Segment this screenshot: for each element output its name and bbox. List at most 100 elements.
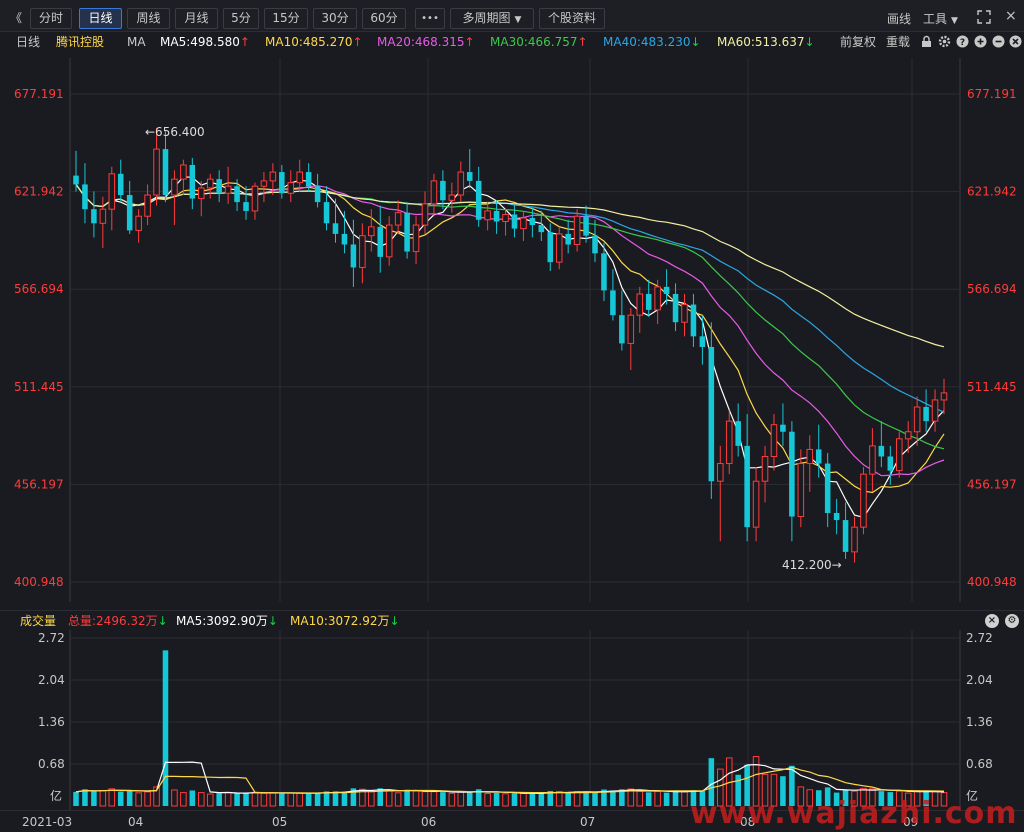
volume-settings-icon[interactable]: ⚙ [1005,614,1019,628]
lock-icon[interactable] [920,35,933,48]
volume-title: 成交量 [20,614,57,628]
volume-bar [851,790,858,807]
candle-body [457,171,465,196]
volume-bar [457,791,465,807]
volume-bar [887,792,894,806]
candle-body [475,180,482,220]
volume-bar [529,793,536,806]
candle-body [752,480,760,528]
settings-gear-icon[interactable] [938,35,951,48]
volume-bar [350,788,357,806]
tools-menu[interactable]: 工具 ▼ [923,10,958,27]
volume-bar [761,773,769,807]
candle-body [904,431,912,440]
volume-tick-left: 亿 [50,788,62,803]
candle-body [895,438,903,472]
price-chart[interactable]: 677.191 677.191 621.942 621.942 566.694 566.6… [0,52,1024,610]
candle-body [761,455,769,482]
candle-body [126,195,133,231]
volume-bar [573,791,581,807]
date-axis: 2021-03 04 05 06 07 08 09 [0,810,1024,832]
ma40-value: MA40:483.230↓ [603,32,701,52]
candle-body [815,449,822,464]
candle-body [717,463,724,482]
volume-bar [305,793,312,806]
volume-bar [923,791,929,806]
volume-bar [627,788,635,807]
tab-weekly[interactable]: 周线 [127,8,170,29]
volume-bar [91,791,97,806]
reload-button[interactable]: 重载 [886,35,911,49]
volume-tick-right: 0.68 [966,757,993,771]
more-button[interactable]: ••• [415,8,445,29]
volume-ma-line [75,766,945,794]
candle-body [421,203,429,226]
volume-bar [108,788,116,807]
volume-bar [206,793,214,807]
candle-body [180,164,187,180]
question-icon[interactable]: ? [956,35,969,48]
candle-body [789,431,795,517]
volume-bar [520,792,527,807]
candle-body [269,171,277,182]
candle-body [520,217,527,230]
down-arrow-icon: ↓ [804,35,815,49]
price-tick-left: 400.948 [14,575,64,589]
zoom-in-icon[interactable] [974,35,987,48]
multi-period-dropdown[interactable]: 多周期图 ▼ [450,8,534,29]
candle-body [430,180,438,205]
candle-body [851,526,858,553]
tab-fenshi[interactable]: 分时 [30,8,72,29]
volume-bar [162,650,169,806]
volume-bar [198,792,205,807]
price-info-bar: 日线 腾讯控股 MA MA5:498.580↑ MA10:485.270↑ MA… [0,32,1024,52]
candle-body [708,346,715,482]
ma30-value: MA30:466.757↑ [490,32,588,52]
candle-body [279,172,285,194]
tab-monthly[interactable]: 月线 [175,8,218,29]
volume-bar [654,790,661,807]
candle-body [448,194,456,201]
volume-bar [869,788,876,807]
candlesticks [73,127,948,563]
volume-chart[interactable]: 2.72 2.72 2.04 2.04 1.36 1.36 0.68 0.68 亿 亿 [0,630,1024,810]
candle-body [287,182,295,194]
collapse-button[interactable]: 《 [10,11,23,25]
volume-total: 总量:2496.32万↓ [68,614,168,628]
volume-bar [833,792,840,806]
zoom-out-icon[interactable] [992,35,1005,48]
fullscreen-icon[interactable] [977,10,991,24]
close-volume-icon[interactable]: × [985,614,999,628]
candle-body [555,233,563,263]
up-arrow-icon: ↑ [352,35,363,49]
down-arrow-icon: ↓ [690,35,701,49]
tab-15min[interactable]: 15分 [264,8,308,29]
volume-bar [681,791,688,807]
tab-60min[interactable]: 60分 [362,8,406,29]
volume-bar [144,791,151,807]
close-icon[interactable]: × [1005,8,1017,24]
adjust-button[interactable]: 前复权 [840,35,877,49]
indicator-name[interactable]: MA [127,35,146,49]
draw-line-button[interactable]: 画线 [887,12,912,26]
close-panel-icon[interactable] [1009,35,1022,48]
ma30-label: MA30:466.757 [490,35,578,49]
candle-body [206,178,214,189]
volume-bar [171,789,178,807]
candle-body [135,215,142,231]
low-annotation: 412.200→ [782,558,842,572]
price-tick-right: 566.694 [967,282,1017,296]
candle-body [940,392,948,401]
tab-30min[interactable]: 30分 [313,8,357,29]
date-tick: 05 [272,815,288,829]
volume-grid [70,630,960,810]
candle-body [869,445,876,475]
date-tick: 08 [740,815,756,829]
tab-5min[interactable]: 5分 [223,8,259,29]
volume-bars [73,650,948,807]
stock-info-button[interactable]: 个股资料 [539,8,605,29]
volume-bar [672,790,679,806]
candle-body [73,175,79,185]
tab-daily[interactable]: 日线 [79,8,122,29]
volume-bar [73,791,79,806]
